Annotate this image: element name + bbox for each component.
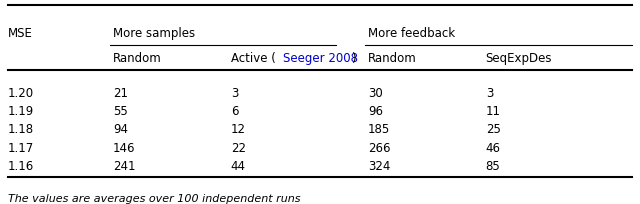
Text: 241: 241 (113, 160, 136, 173)
Text: 1.19: 1.19 (8, 104, 34, 118)
Text: The values are averages over 100 independent runs: The values are averages over 100 indepen… (8, 193, 300, 203)
Text: 185: 185 (368, 123, 390, 136)
Text: Random: Random (113, 52, 162, 65)
Text: 85: 85 (486, 160, 500, 173)
Text: Seeger 2008: Seeger 2008 (283, 52, 358, 65)
Text: 3: 3 (486, 86, 493, 99)
Text: 46: 46 (486, 141, 500, 154)
Text: 6: 6 (231, 104, 238, 118)
Text: More feedback: More feedback (368, 27, 455, 40)
Text: 55: 55 (113, 104, 127, 118)
Text: 22: 22 (231, 141, 246, 154)
Text: SeqExpDes: SeqExpDes (486, 52, 552, 65)
Text: 25: 25 (486, 123, 500, 136)
Text: 1.18: 1.18 (8, 123, 34, 136)
Text: 44: 44 (231, 160, 246, 173)
Text: More samples: More samples (113, 27, 195, 40)
Text: 266: 266 (368, 141, 390, 154)
Text: 1.16: 1.16 (8, 160, 34, 173)
Text: ): ) (351, 52, 356, 65)
Text: MSE: MSE (8, 27, 33, 40)
Text: 146: 146 (113, 141, 136, 154)
Text: 21: 21 (113, 86, 128, 99)
Text: 3: 3 (231, 86, 238, 99)
Text: 1.17: 1.17 (8, 141, 34, 154)
Text: 12: 12 (231, 123, 246, 136)
Text: 96: 96 (368, 104, 383, 118)
Text: 11: 11 (486, 104, 500, 118)
Text: 94: 94 (113, 123, 128, 136)
Text: Active (: Active ( (231, 52, 276, 65)
Text: 30: 30 (368, 86, 383, 99)
Text: Random: Random (368, 52, 417, 65)
Text: 324: 324 (368, 160, 390, 173)
Text: 1.20: 1.20 (8, 86, 34, 99)
